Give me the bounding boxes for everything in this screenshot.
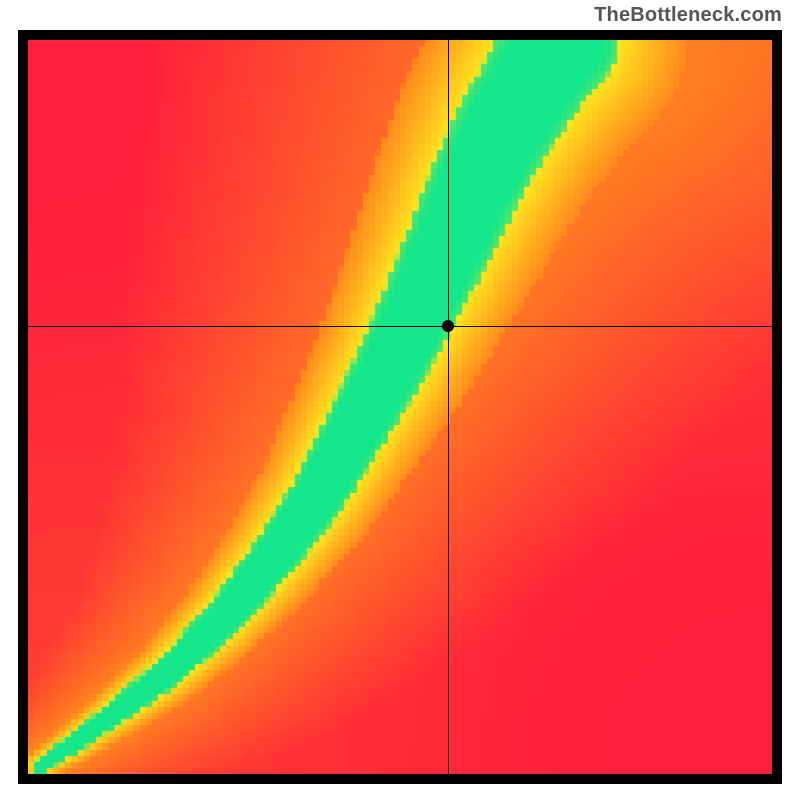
crosshair-horizontal bbox=[28, 326, 772, 327]
chart-frame bbox=[18, 30, 782, 784]
bottleneck-heatmap bbox=[28, 40, 772, 774]
marker-point bbox=[442, 320, 454, 332]
page-root: TheBottleneck.com bbox=[0, 0, 800, 800]
crosshair-vertical bbox=[448, 40, 449, 774]
attribution-text: TheBottleneck.com bbox=[594, 4, 782, 27]
